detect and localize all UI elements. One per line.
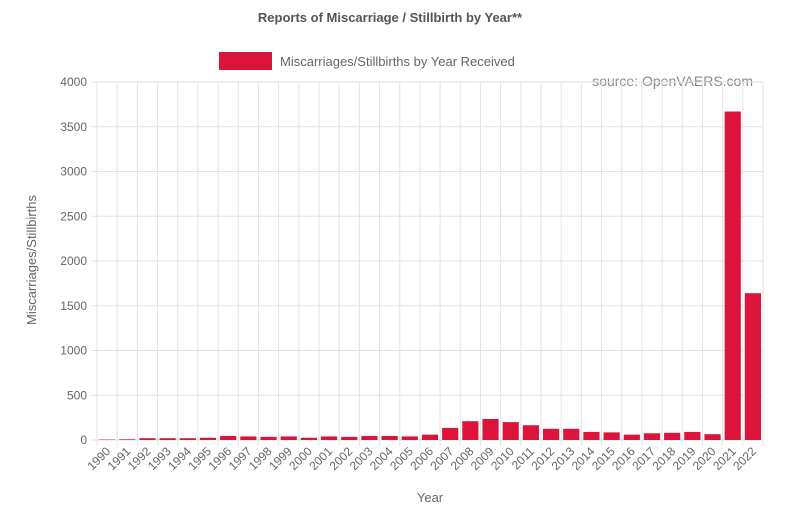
- bar-2014: [583, 431, 600, 440]
- y-tick-label: 3500: [60, 120, 87, 134]
- bar-2011: [522, 425, 539, 440]
- bar-2004: [381, 435, 398, 440]
- bar-2013: [563, 428, 580, 440]
- source-annotation: source: OpenVAERS.com: [592, 73, 753, 89]
- y-tick-label: 1500: [60, 299, 87, 313]
- bar-1994: [179, 438, 196, 440]
- legend-label: Miscarriages/Stillbirths by Year Receive…: [280, 54, 515, 69]
- bar-1993: [159, 438, 176, 440]
- bar-2006: [421, 434, 439, 440]
- bar-2020: [704, 434, 721, 440]
- y-tick-label: 4000: [60, 75, 87, 89]
- bar-2000: [300, 437, 317, 440]
- bar-2016: [623, 434, 640, 440]
- bar-2018: [664, 432, 681, 440]
- y-tick-label: 2000: [60, 254, 87, 268]
- x-tick-label: 2022: [730, 444, 759, 473]
- bar-2017: [643, 433, 661, 440]
- bar-1991: [119, 439, 136, 440]
- bar-2001: [321, 436, 338, 440]
- bar-2008: [462, 421, 479, 440]
- bar-2010: [502, 422, 519, 440]
- bar-1999: [280, 436, 297, 440]
- bar-2003: [361, 435, 378, 440]
- y-tick-label: 2500: [60, 209, 87, 223]
- bar-1998: [260, 436, 277, 440]
- bar-2009: [482, 418, 499, 440]
- legend-swatch: [219, 52, 272, 70]
- y-tick-label: 1000: [60, 344, 87, 358]
- bar-1997: [240, 436, 257, 440]
- bar-2015: [603, 432, 620, 440]
- bar-2007: [442, 427, 459, 440]
- bar-2002: [341, 436, 358, 440]
- bar-2019: [684, 431, 701, 440]
- y-tick-label: 500: [67, 388, 87, 402]
- bar-2005: [401, 436, 418, 440]
- bar-1992: [139, 438, 156, 440]
- bar-1996: [220, 435, 237, 440]
- y-axis-label: Miscarriages/Stillbirths: [24, 194, 39, 325]
- bar-2012: [543, 428, 560, 440]
- bar-2022: [744, 293, 761, 440]
- bar-2021: [724, 111, 741, 440]
- chart-title: Reports of Miscarriage / Stillbirth by Y…: [258, 10, 523, 25]
- y-tick-label: 0: [80, 433, 87, 447]
- y-tick-label: 3000: [60, 165, 87, 179]
- x-axis-label: Year: [417, 490, 444, 505]
- bar-1995: [199, 437, 217, 440]
- legend[interactable]: Miscarriages/Stillbirths by Year Receive…: [219, 52, 515, 70]
